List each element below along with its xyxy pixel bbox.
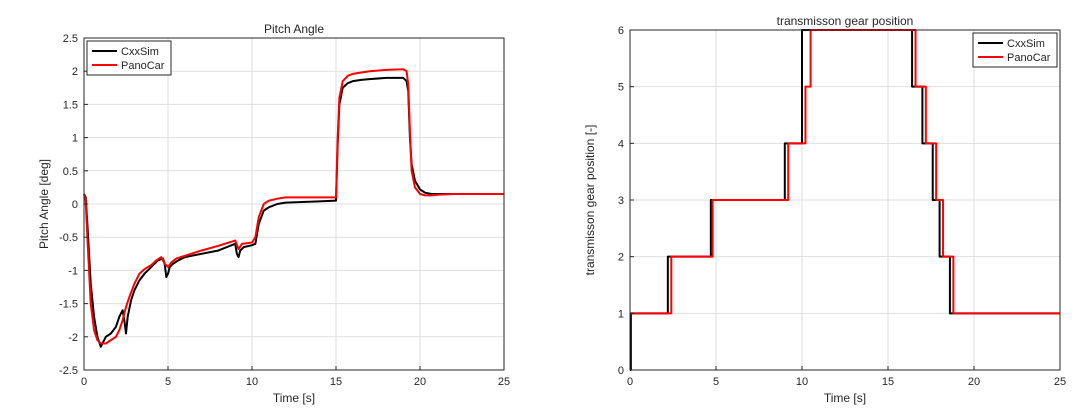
legend-label-cxxsim: CxxSim <box>121 46 159 58</box>
x-tick-label: 0 <box>627 376 633 388</box>
chart-title: Pitch Angle <box>264 22 324 36</box>
y-tick-label: 3 <box>618 195 624 207</box>
y-axis-label: Pitch Angle [deg] <box>37 159 51 249</box>
y-tick-label: 0 <box>618 365 624 377</box>
y-axis-label: transmisson gear position [-] <box>583 125 597 276</box>
y-tick-label: 1 <box>72 133 78 145</box>
chart-title: transmisson gear position <box>777 14 914 28</box>
y-tick-label: 1 <box>618 308 624 320</box>
chart-1: 0 5 10 15 20 25 -2.5 -2 -1.5 -1 -0.5 0 0.5 1 1.5 2 2.5 Pi… <box>37 22 510 405</box>
x-tick-label: 25 <box>498 376 510 388</box>
y-tick-label: 5 <box>618 82 624 94</box>
y-tick-label: -1.5 <box>59 299 78 311</box>
x-axis-label: Time [s] <box>824 391 866 405</box>
chart-2: 0 5 10 15 20 25 0 1 2 3 4 5 6 transmisson gear positi… <box>583 14 1066 405</box>
x-tick-label: 5 <box>165 376 171 388</box>
y-tick-label: -2.5 <box>59 365 78 377</box>
x-tick-label: 10 <box>246 376 258 388</box>
legend-label-panocar: PanoCar <box>121 60 165 72</box>
x-tick-label: 15 <box>330 376 342 388</box>
legend-box <box>86 40 172 76</box>
x-tick-label: 15 <box>882 376 894 388</box>
legend: CxxSim PanoCar <box>972 32 1058 68</box>
x-tick-label: 10 <box>796 376 808 388</box>
y-tick-label: 2 <box>618 252 624 264</box>
y-tick-label: 1.5 <box>63 99 78 111</box>
legend-label-panocar: PanoCar <box>1007 52 1051 64</box>
y-tick-label: 6 <box>618 25 624 37</box>
x-tick-label: 20 <box>968 376 980 388</box>
legend: CxxSim PanoCar <box>86 40 172 76</box>
y-tick-label: 0 <box>72 199 78 211</box>
x-tick-label: 20 <box>414 376 426 388</box>
legend-box <box>972 32 1058 68</box>
y-tick-label: 4 <box>618 138 624 150</box>
x-axis-label: Time [s] <box>273 391 315 405</box>
x-tick-label: 25 <box>1054 376 1066 388</box>
x-tick-label: 5 <box>713 376 719 388</box>
legend-label-cxxsim: CxxSim <box>1007 38 1045 50</box>
y-tick-label: 2 <box>72 66 78 78</box>
x-tick-label: 0 <box>81 376 87 388</box>
series-line-panocar <box>83 68 504 345</box>
y-tick-label: -2 <box>68 332 78 344</box>
y-tick-label: -1 <box>68 265 78 277</box>
y-tick-label: -0.5 <box>59 232 78 244</box>
y-tick-label: 0.5 <box>63 166 78 178</box>
y-tick-label: 2.5 <box>63 33 78 45</box>
